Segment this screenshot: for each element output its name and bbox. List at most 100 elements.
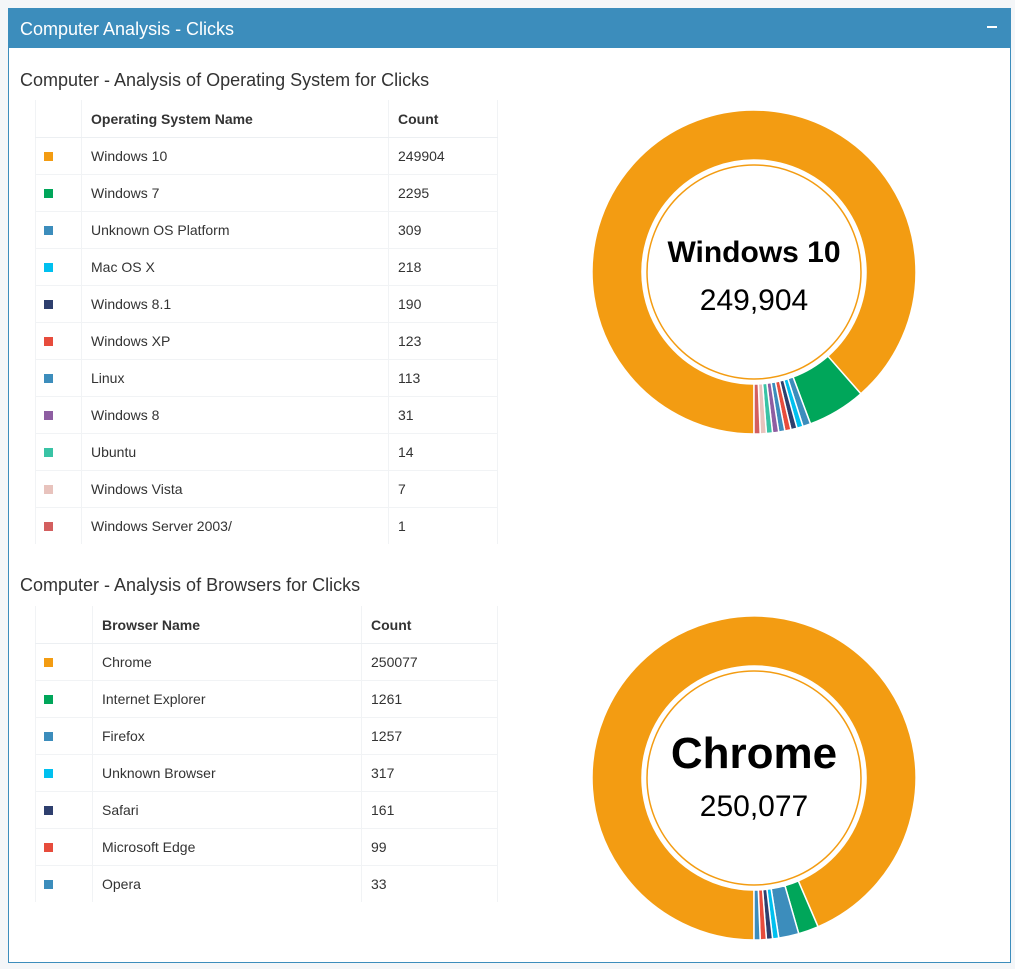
legend-swatch	[44, 374, 53, 383]
legend-swatch	[44, 695, 53, 704]
table-row: Windows 8 31	[35, 396, 498, 434]
browser-center-label: Chrome	[671, 729, 837, 778]
browser-inner-ring	[646, 670, 862, 886]
legend-swatch-cell	[35, 470, 82, 508]
legend-swatch-cell	[35, 680, 93, 718]
os-count-cell: 113	[388, 359, 498, 397]
swatch-header	[35, 606, 93, 644]
table-row: Linux 113	[35, 359, 498, 397]
collapse-icon[interactable]	[982, 16, 1002, 36]
browser-name-cell: Microsoft Edge	[92, 828, 362, 866]
legend-swatch-cell	[35, 396, 82, 434]
os-donut-chart: Windows 10 249,904	[591, 109, 917, 435]
legend-swatch	[44, 448, 53, 457]
os-name-header: Operating System Name	[81, 100, 389, 138]
browser-slice[interactable]	[591, 615, 917, 941]
legend-swatch-cell	[35, 137, 82, 175]
legend-swatch-cell	[35, 865, 93, 902]
legend-swatch	[44, 226, 53, 235]
legend-swatch-cell	[35, 507, 82, 544]
os-name-cell: Windows Server 2003/	[81, 507, 389, 544]
os-count-cell: 249904	[388, 137, 498, 175]
legend-swatch	[44, 337, 53, 346]
browser-name-cell: Unknown Browser	[92, 754, 362, 792]
legend-swatch	[44, 732, 53, 741]
os-name-cell: Windows Vista	[81, 470, 389, 508]
panel-header: Computer Analysis - Clicks	[9, 9, 1010, 48]
table-row: Unknown Browser 317	[35, 754, 498, 792]
legend-swatch-cell	[35, 211, 82, 249]
legend-swatch-cell	[35, 248, 82, 286]
os-count-header: Count	[388, 100, 498, 138]
os-count-cell: 31	[388, 396, 498, 434]
table-row: Ubuntu 14	[35, 433, 498, 471]
os-center-label: Windows 10	[667, 236, 840, 269]
browser-name-cell: Safari	[92, 791, 362, 829]
browser-count-cell: 161	[361, 791, 498, 829]
os-slice[interactable]	[591, 109, 917, 435]
browser-count-cell: 317	[361, 754, 498, 792]
legend-swatch	[44, 880, 53, 889]
legend-swatch-cell	[35, 754, 93, 792]
os-center-value: 249,904	[700, 284, 808, 317]
swatch-header	[35, 100, 82, 138]
legend-swatch	[44, 843, 53, 852]
os-name-cell: Windows 10	[81, 137, 389, 175]
legend-swatch	[44, 485, 53, 494]
browser-section-title: Computer - Analysis of Browsers for Clic…	[20, 575, 361, 595]
table-row: Windows 8.1 190	[35, 285, 498, 323]
browser-count-cell: 250077	[361, 643, 498, 681]
browser-name-cell: Internet Explorer	[92, 680, 362, 718]
table-row: Windows 7 2295	[35, 174, 498, 212]
browser-count-cell: 1257	[361, 717, 498, 755]
browser-count-header: Count	[361, 606, 498, 644]
os-name-cell: Unknown OS Platform	[81, 211, 389, 249]
os-count-cell: 7	[388, 470, 498, 508]
table-row: Microsoft Edge 99	[35, 828, 498, 866]
os-name-cell: Ubuntu	[81, 433, 389, 471]
legend-swatch	[44, 152, 53, 161]
table-row: Chrome 250077	[35, 643, 498, 681]
legend-swatch-cell	[35, 285, 82, 323]
table-row: Windows Vista 7	[35, 470, 498, 508]
browser-donut-chart: Chrome 250,077	[591, 615, 917, 941]
legend-swatch-cell	[35, 717, 93, 755]
browser-slice[interactable]	[753, 889, 761, 941]
os-slice[interactable]	[753, 383, 761, 435]
legend-swatch-cell	[35, 828, 93, 866]
os-count-cell: 1	[388, 507, 498, 544]
legend-swatch-cell	[35, 643, 93, 681]
table-row: Opera 33	[35, 865, 498, 902]
table-header-row: Browser Name Count	[35, 606, 498, 644]
legend-swatch-cell	[35, 174, 82, 212]
table-row: Firefox 1257	[35, 717, 498, 755]
os-count-cell: 190	[388, 285, 498, 323]
table-row: Mac OS X 218	[35, 248, 498, 286]
os-name-cell: Windows 8.1	[81, 285, 389, 323]
os-name-cell: Linux	[81, 359, 389, 397]
legend-swatch-cell	[35, 791, 93, 829]
browser-name-cell: Firefox	[92, 717, 362, 755]
legend-swatch	[44, 522, 53, 531]
os-count-cell: 309	[388, 211, 498, 249]
os-section-title: Computer - Analysis of Operating System …	[20, 70, 430, 90]
table-row: Unknown OS Platform 309	[35, 211, 498, 249]
os-name-cell: Windows 7	[81, 174, 389, 212]
table-row: Windows 10 249904	[35, 137, 498, 175]
legend-swatch	[44, 806, 53, 815]
browser-count-cell: 99	[361, 828, 498, 866]
table-row: Safari 161	[35, 791, 498, 829]
table-row: Windows XP 123	[35, 322, 498, 360]
browser-name-cell: Opera	[92, 865, 362, 902]
legend-swatch-cell	[35, 359, 82, 397]
os-count-cell: 123	[388, 322, 498, 360]
os-name-cell: Windows XP	[81, 322, 389, 360]
os-count-cell: 14	[388, 433, 498, 471]
browser-name-cell: Chrome	[92, 643, 362, 681]
legend-swatch	[44, 411, 53, 420]
os-name-cell: Mac OS X	[81, 248, 389, 286]
clicks-analysis-panel: Computer Analysis - Clicks Computer - An…	[8, 8, 1011, 963]
browser-table: Browser Name Count Chrome 250077 Internet …	[35, 606, 498, 902]
browser-count-cell: 33	[361, 865, 498, 902]
browser-name-header: Browser Name	[92, 606, 362, 644]
